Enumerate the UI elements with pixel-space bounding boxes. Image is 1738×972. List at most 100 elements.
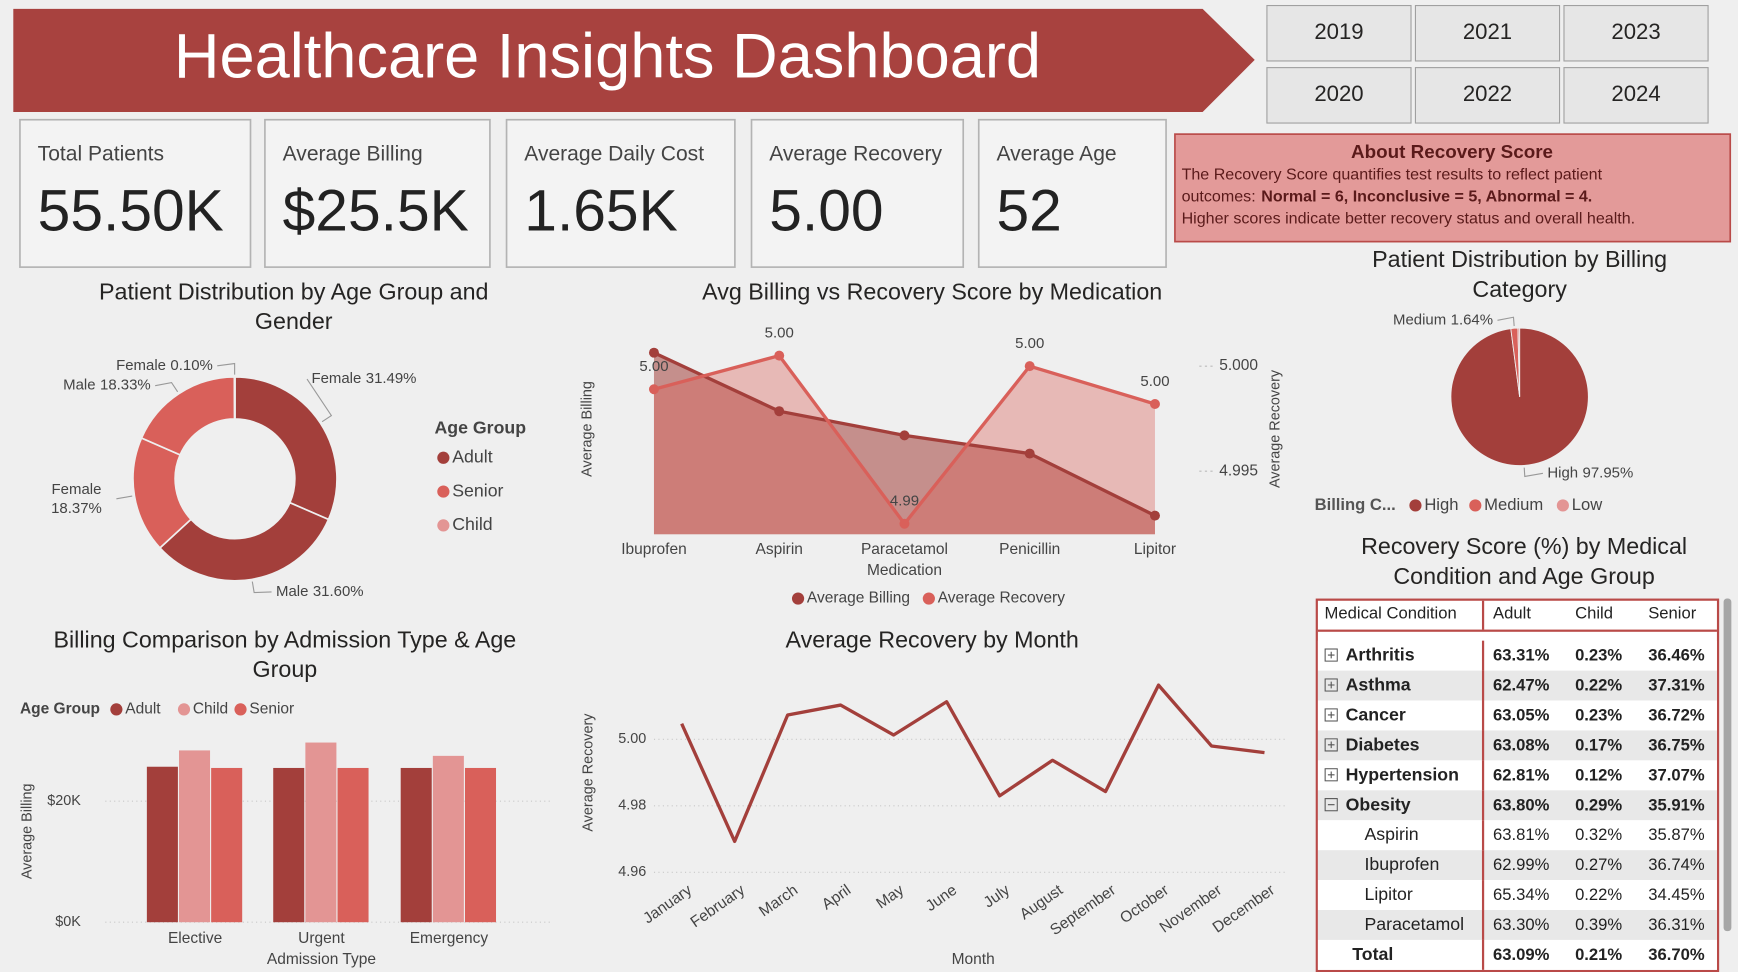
table-title: Recovery Score (%) by Medical Condition … [1361,534,1688,590]
info-box [1174,133,1732,243]
kpi-card [505,118,736,268]
x-tick-label: July [981,882,1014,912]
label-category: Female [116,357,166,374]
legend-label-marker [437,519,450,532]
year-label[interactable]: 2021 [1463,19,1512,44]
kpi-value: 52 [996,179,1061,244]
table-row: Ibuprofen 62.99% 0.27% 36.74% [1317,850,1717,881]
legend-title: Billing C... [1315,495,1396,514]
legend-label-marker [437,451,450,464]
slice-label: Female 18.37% [51,481,102,517]
slice-label: Female 31.49% [311,370,416,387]
x-tick-label: Lipitor [1134,541,1176,558]
data-label: 5.00 [639,358,668,375]
collapse-icon[interactable] [1324,798,1338,812]
x-tick-label: Urgent [298,930,345,947]
row-label: Obesity [1345,795,1411,815]
info-text: outcomes: [1182,188,1256,206]
y-tick-label: 4.96 [618,864,646,880]
expand-icon[interactable] [1324,768,1338,782]
year-button[interactable]: 2023 [1563,4,1709,62]
year-button[interactable]: 2024 [1563,67,1709,124]
row-label: Ibuprofen [1364,855,1440,875]
expand-icon[interactable] [1324,738,1338,752]
label-value: 31.49% [366,370,417,387]
row-label-cell: Lipitor [1318,880,1485,911]
label-value: 31.60% [313,583,364,600]
row-label-cell: Asthma [1318,670,1485,701]
table-cell: 0.12% [1575,765,1623,785]
table-cell: 63.09% [1493,945,1550,965]
table-cell: 36.75% [1648,735,1705,755]
table-row: Asthma 62.47% 0.22% 37.31% [1317,670,1717,701]
point [899,518,910,529]
year-label[interactable]: 2024 [1611,81,1660,106]
legend-label-marker [791,592,805,605]
row-label: Asthma [1345,676,1411,695]
chart-title: Patient Distribution by Age Group and Ge… [98,279,489,335]
table-cell: 63.81% [1493,825,1550,845]
legend-label: Average Billing [807,590,910,607]
year-button[interactable]: 2022 [1414,67,1561,124]
bar [305,742,337,923]
year-label[interactable]: 2020 [1314,81,1363,106]
row-label-cell: Total [1318,939,1485,970]
line [680,683,1265,844]
bar [179,750,211,923]
year-label[interactable]: 2019 [1314,19,1363,44]
legend-label: Low [1572,495,1603,514]
dashboard-title: Healthcare Insights Dashboard [174,22,1041,92]
year-button-box [1414,4,1561,62]
legend-label: High [1424,495,1458,514]
legend-label: Medium [1484,495,1543,514]
row-label-cell: Ibuprofen [1318,850,1485,881]
year-button[interactable]: 2020 [1266,67,1412,124]
scrollbar[interactable] [1723,598,1732,932]
year-label[interactable]: 2022 [1463,81,1512,106]
table-cell: 36.46% [1648,646,1705,666]
year-label[interactable]: 2023 [1611,19,1660,44]
table-cell: 0.29% [1575,795,1623,815]
chart-title: Billing Comparison by Admission Type & A… [53,627,517,683]
table-row: Total 63.09% 0.21% 36.70% [1317,939,1717,970]
kpi-label: Average Age [996,143,1116,166]
info-title: About Recovery Score [1351,141,1553,162]
y-tick-label: 5.00 [618,731,646,747]
expand-icon[interactable] [1324,678,1338,692]
expand-icon[interactable] [1324,648,1338,662]
row-label: Arthritis [1345,646,1415,666]
area [653,355,1155,535]
slice-label: Male 31.60% [276,583,364,600]
year-button[interactable]: 2021 [1414,4,1561,62]
axis-title: Average Recovery [1268,369,1284,488]
point [648,384,659,395]
label-category: Female [52,481,102,498]
bar [211,767,243,923]
point [1024,448,1035,459]
table-cell: 0.23% [1575,706,1623,725]
legend-label-marker [1556,499,1569,512]
table-cell: 0.32% [1575,825,1623,845]
table-cell: 62.99% [1493,855,1550,875]
matrix-table: Medical Condition Adult Child Senior Arthrit… [1315,598,1720,972]
table-cell: 63.31% [1493,646,1550,666]
info-strong: Normal = 6, Inconclusive = 5, Abnormal =… [1261,188,1592,206]
slice-label: Medium 1.64% [1393,311,1493,328]
label-category: Male [276,583,308,600]
legend-label: Child [193,700,228,717]
label-value: 97.95% [1583,464,1634,481]
expand-icon[interactable] [1324,708,1338,722]
point [774,350,785,361]
point [774,406,785,417]
kpi-label: Average Recovery [769,143,942,166]
table-row: Obesity 63.80% 0.29% 35.91% [1317,790,1717,821]
x-tick-label: February [688,882,749,932]
kpi-value: 5.00 [769,179,883,244]
info-line: Higher scores indicate better recovery s… [1182,210,1636,228]
leader-line [251,581,272,594]
year-button[interactable]: 2019 [1266,4,1412,62]
y-tick-label: $20K [47,793,81,809]
data-label: 5.00 [765,324,794,341]
table-cell: 36.31% [1648,915,1705,935]
bar [400,767,432,923]
